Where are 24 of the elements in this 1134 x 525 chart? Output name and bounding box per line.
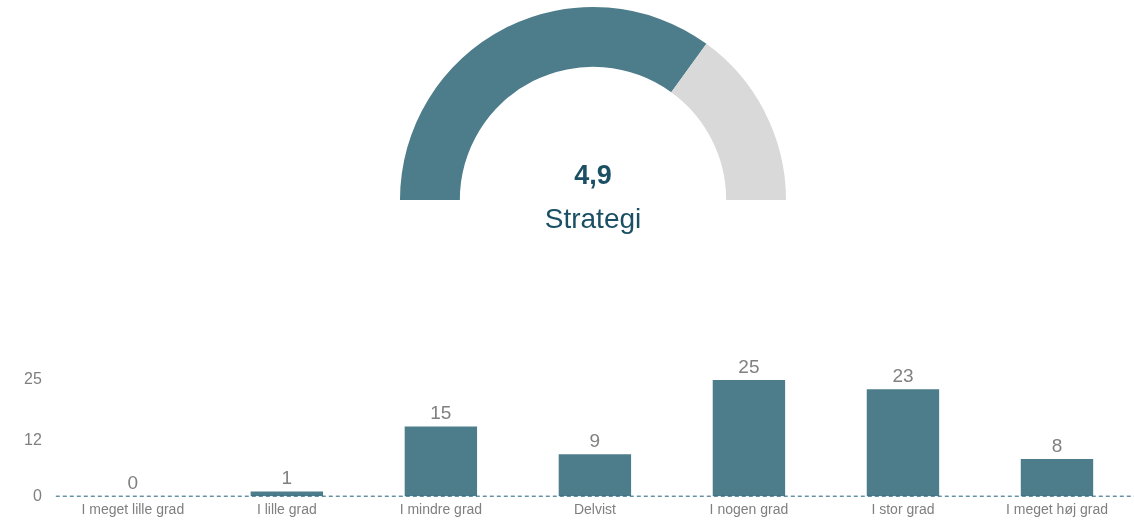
y-tick-label: 12 xyxy=(24,430,42,448)
x-tick-label: Delvist xyxy=(573,501,617,518)
x-tick-label: I mindre grad xyxy=(399,501,483,518)
bar xyxy=(404,426,478,497)
x-tick-label: I meget lille grad xyxy=(81,501,185,518)
text: 4,9 xyxy=(573,160,613,191)
x-tick-label: I stor grad xyxy=(871,501,935,518)
data-label: 8 xyxy=(1051,434,1063,456)
x-tick-label: I nogen grad xyxy=(709,501,789,518)
bar xyxy=(712,380,786,497)
y-tick-label: 25 xyxy=(24,370,42,388)
data-label: 9 xyxy=(589,430,601,452)
bar xyxy=(558,454,632,497)
x-tick-label: I lille grad xyxy=(256,501,317,518)
bar xyxy=(1020,459,1094,497)
y-tick-label: 0 xyxy=(32,486,42,504)
data-label: 0 xyxy=(127,471,139,493)
bar xyxy=(866,389,940,497)
text: Strategi xyxy=(543,203,643,235)
x-tick-label: I meget høj grad xyxy=(1006,501,1108,518)
data-label: 1 xyxy=(281,467,293,489)
data-label: 15 xyxy=(430,402,452,424)
data-label: 25 xyxy=(738,355,760,377)
data-label: 23 xyxy=(892,365,914,387)
